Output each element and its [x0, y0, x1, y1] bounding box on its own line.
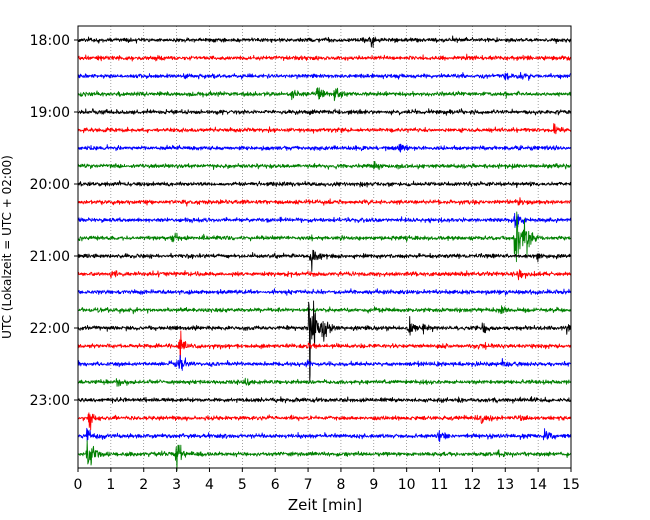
y-tick-label-4: 22:00 — [30, 321, 70, 337]
trace-1900 — [77, 108, 572, 116]
x-tick-label-11: 11 — [431, 477, 449, 493]
x-tick-label-8: 8 — [336, 477, 345, 493]
trace-1830 — [77, 71, 572, 81]
y-tick-label-2: 20:00 — [30, 177, 70, 193]
x-tick-label-10: 10 — [398, 477, 416, 493]
trace-1845 — [77, 87, 572, 102]
trace-1915 — [77, 123, 572, 135]
x-tick-label-2: 2 — [139, 477, 148, 493]
x-tick-label-3: 3 — [172, 477, 181, 493]
x-tick-label-1: 1 — [106, 477, 115, 493]
x-tick-label-12: 12 — [463, 477, 481, 493]
x-tick-label-5: 5 — [238, 477, 247, 493]
trace-2300 — [77, 396, 572, 404]
trace-1800 — [77, 35, 572, 48]
trace-2130 — [77, 288, 572, 296]
trace-2000 — [77, 180, 572, 189]
x-tick-label-13: 13 — [496, 477, 514, 493]
trace-1815 — [77, 53, 572, 62]
trace-2215 — [77, 330, 572, 358]
y-tick-label-1: 19:00 — [30, 105, 70, 121]
x-tick-label-9: 9 — [369, 477, 378, 493]
x-tick-label-4: 4 — [205, 477, 214, 493]
trace-1945 — [77, 160, 572, 171]
x-axis-label: Zeit [min] — [288, 496, 362, 514]
trace-2315 — [77, 412, 572, 431]
trace-2145 — [77, 305, 572, 315]
trace-2230 — [77, 354, 572, 371]
trace-2115 — [77, 269, 572, 281]
trace-2245 — [77, 377, 572, 387]
x-tick-label-14: 14 — [529, 477, 547, 493]
trace-1930 — [77, 143, 572, 153]
y-tick-label-0: 18:00 — [30, 33, 70, 49]
trace-2345 — [77, 440, 572, 471]
trace-2015 — [77, 197, 572, 207]
y-tick-label-3: 21:00 — [30, 249, 70, 265]
trace-2030 — [77, 212, 572, 228]
x-tick-label-6: 6 — [271, 477, 280, 493]
trace-2045 — [77, 211, 572, 263]
x-tick-label-0: 0 — [74, 477, 83, 493]
y-axis: 18:00 19:00 20:00 21:00 22:00 23:00 — [30, 33, 78, 409]
y-tick-label-5: 23:00 — [30, 393, 70, 409]
trace-2100 — [77, 249, 572, 272]
trace-2200 — [77, 300, 572, 383]
trace-2330 — [77, 427, 572, 443]
x-tick-label-15: 15 — [562, 477, 580, 493]
y-axis-label: UTC (Lokalzeit = UTC + 02:00) — [0, 155, 14, 339]
trace-group — [77, 35, 572, 471]
plot-frame — [77, 25, 572, 469]
x-tick-label-7: 7 — [304, 477, 313, 493]
x-axis: 0 1 2 3 4 5 6 7 8 9 10 11 12 13 14 15 — [74, 468, 580, 493]
